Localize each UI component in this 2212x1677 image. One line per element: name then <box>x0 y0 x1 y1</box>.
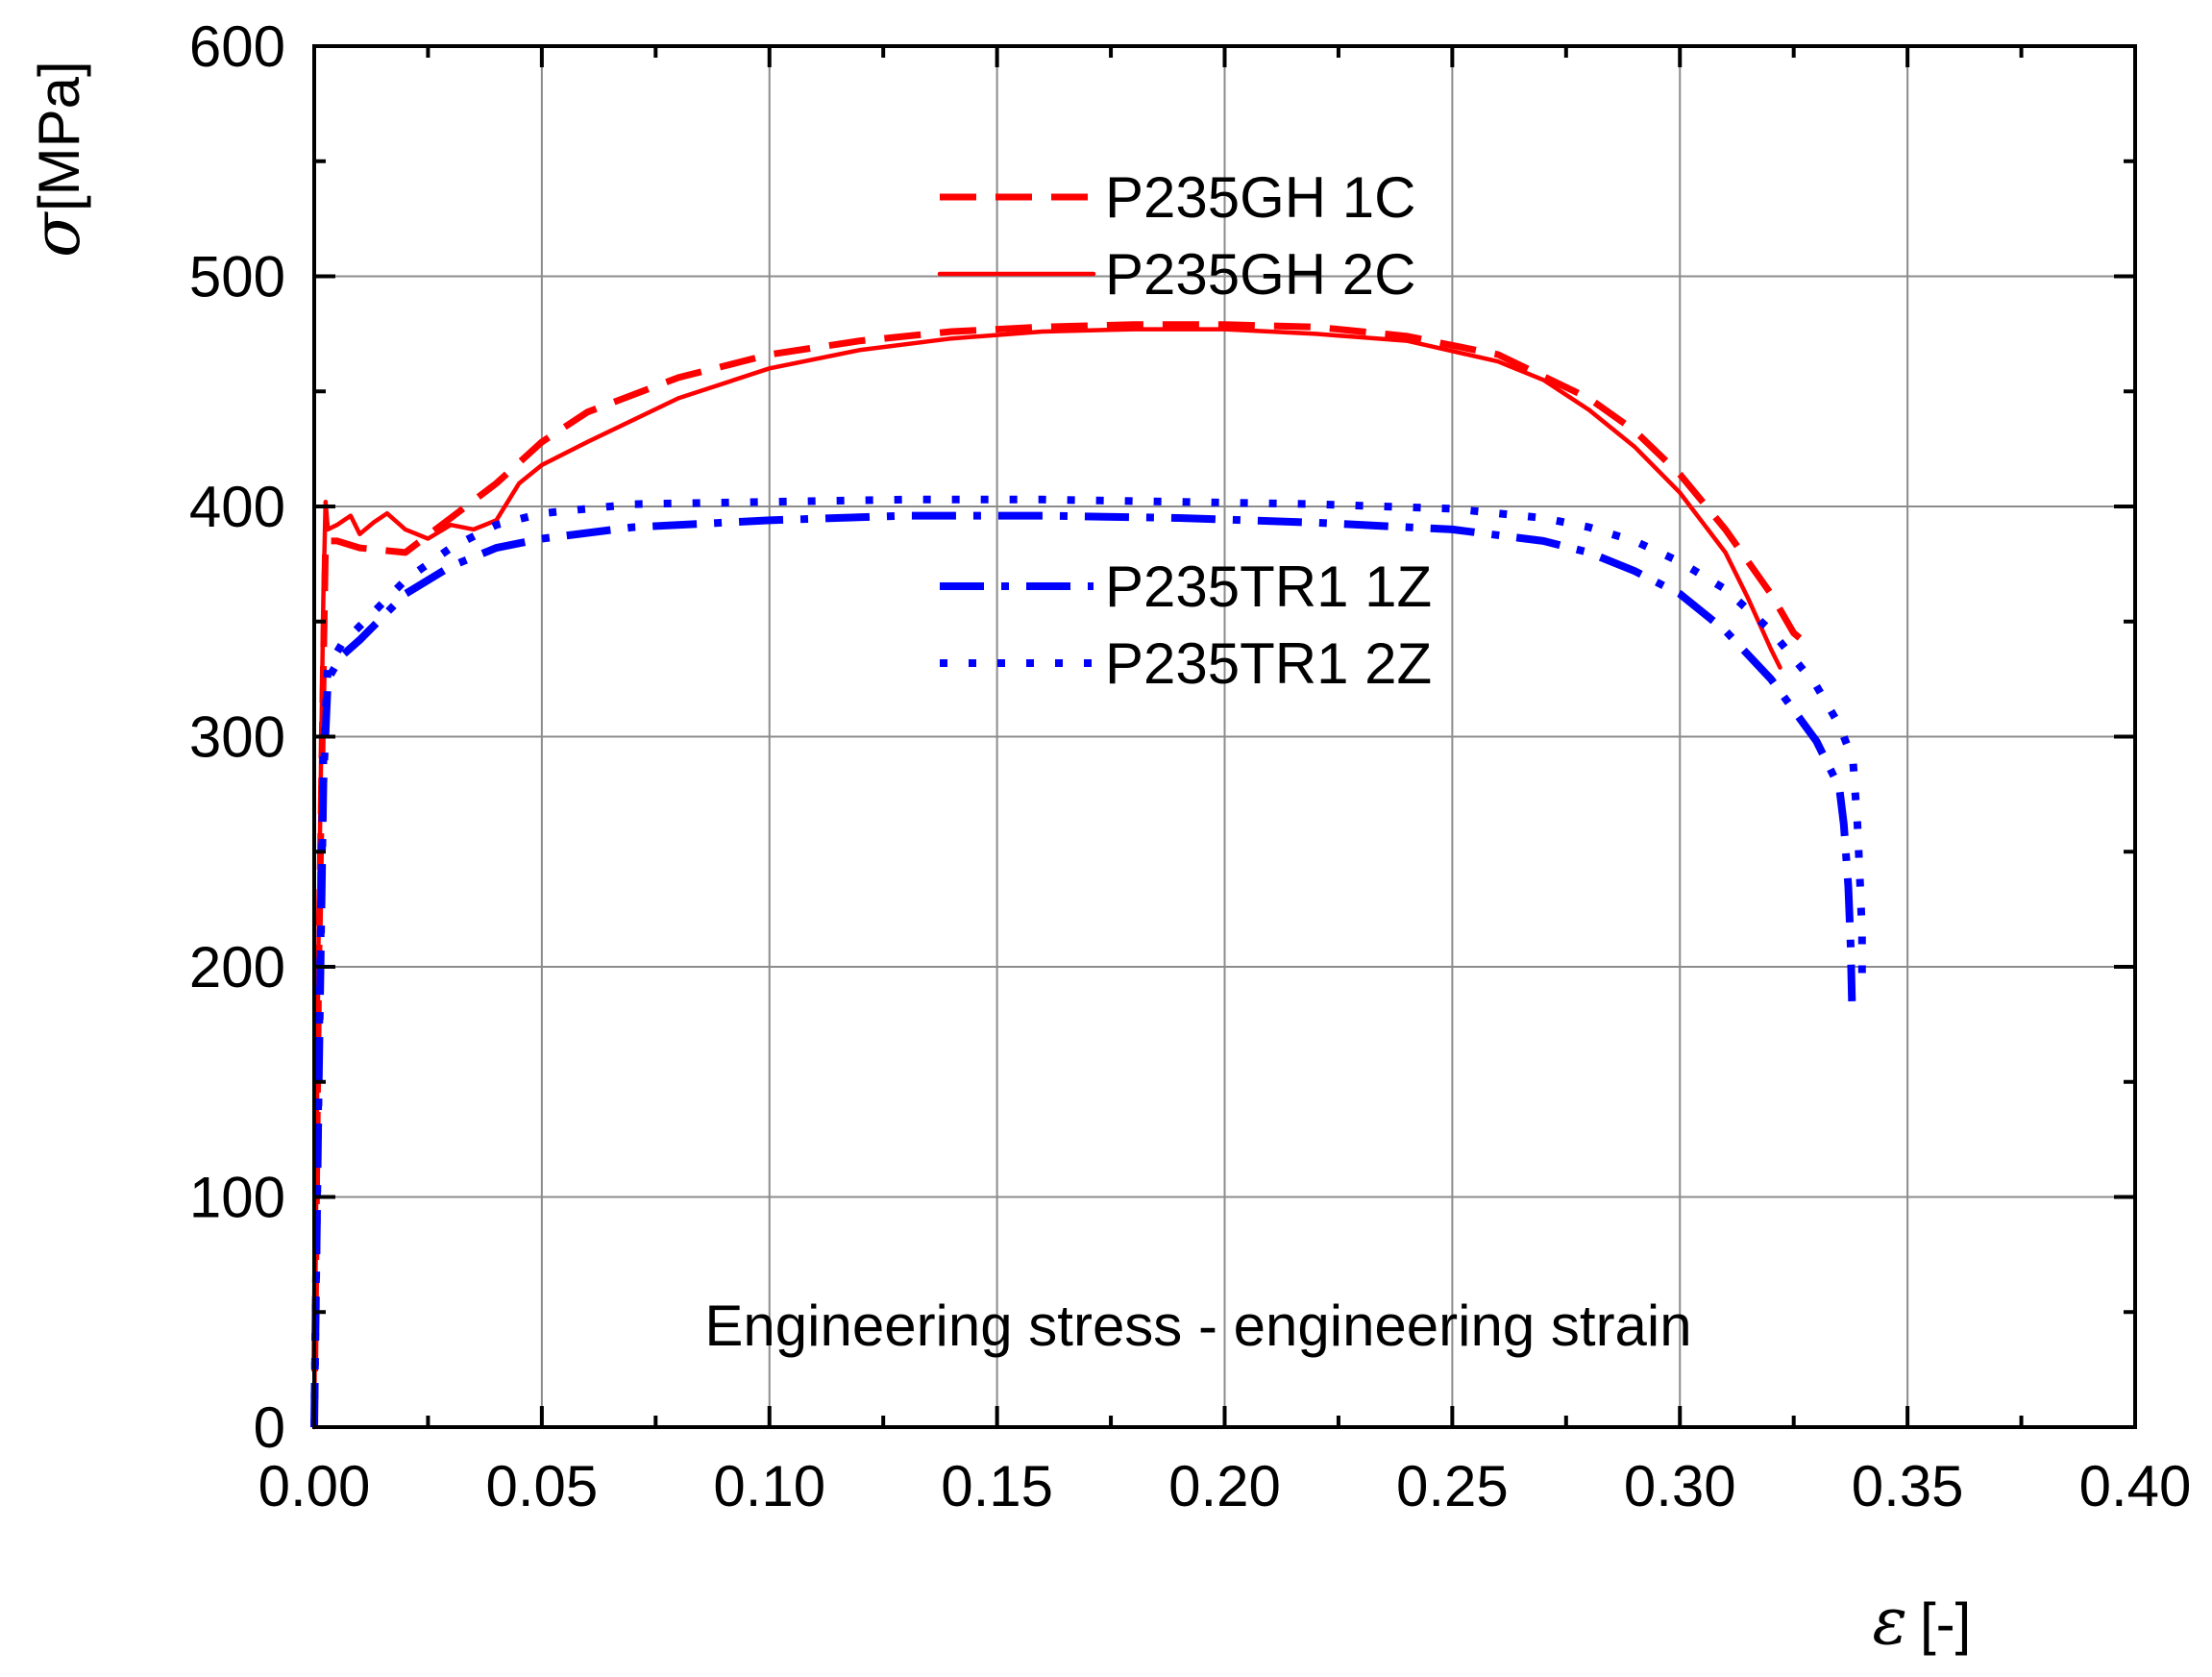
x-axis-unit: [-] <box>1920 1591 1971 1656</box>
y-tick-label: 300 <box>189 705 285 770</box>
x-tick-label: 0.30 <box>1624 1454 1736 1518</box>
x-axis-label: ε [-] <box>1873 1584 1972 1660</box>
legend-label: P235TR1 1Z <box>1105 555 1432 619</box>
x-axis-symbol: ε <box>1873 1584 1908 1660</box>
x-tick-label: 0.40 <box>2079 1454 2192 1518</box>
legend-label: P235GH 1C <box>1105 165 1416 230</box>
x-tick-label: 0.00 <box>258 1454 371 1518</box>
legend: P235GH 1C P235GH 2C P235TR1 1Z P235TR1 2Z <box>937 165 1432 696</box>
series-line-p235gh-1c <box>310 321 1810 1428</box>
y-tick-label: 200 <box>189 935 285 999</box>
data-series <box>310 321 1866 1430</box>
tick-labels: 0.00 0.05 0.10 0.15 0.20 0.25 0.30 0.35 0.40 0 100… <box>189 14 2192 1518</box>
legend-label: P235TR1 2Z <box>1105 631 1432 696</box>
x-tick-label: 0.05 <box>485 1454 598 1518</box>
series-line-p235gh-2c <box>311 327 1782 1430</box>
x-tick-label: 0.20 <box>1168 1454 1281 1518</box>
y-tick-label: 0 <box>254 1395 285 1460</box>
y-axis-label: σ [MPa] <box>19 61 95 258</box>
chart-annotation: Engineering stress - engineering strain <box>704 1294 1691 1358</box>
y-tick-label: 100 <box>189 1166 285 1230</box>
x-tick-label: 0.35 <box>1852 1454 1964 1518</box>
legend-label: P235GH 2C <box>1105 242 1416 307</box>
y-tick-label: 400 <box>189 475 285 539</box>
grid-lines <box>313 45 2136 1428</box>
x-tick-label: 0.25 <box>1396 1454 1509 1518</box>
y-axis-unit: [MPa] <box>27 61 91 211</box>
y-tick-label: 500 <box>189 245 285 309</box>
series-line-p235tr1-2z <box>310 495 1866 1428</box>
x-tick-label: 0.10 <box>713 1454 825 1518</box>
series-line-p235tr1-1z <box>310 511 1856 1428</box>
x-tick-label: 0.15 <box>941 1454 1053 1518</box>
y-tick-label: 600 <box>189 14 285 79</box>
y-axis-symbol: σ <box>19 211 95 258</box>
axis-ticks <box>312 44 2137 1429</box>
